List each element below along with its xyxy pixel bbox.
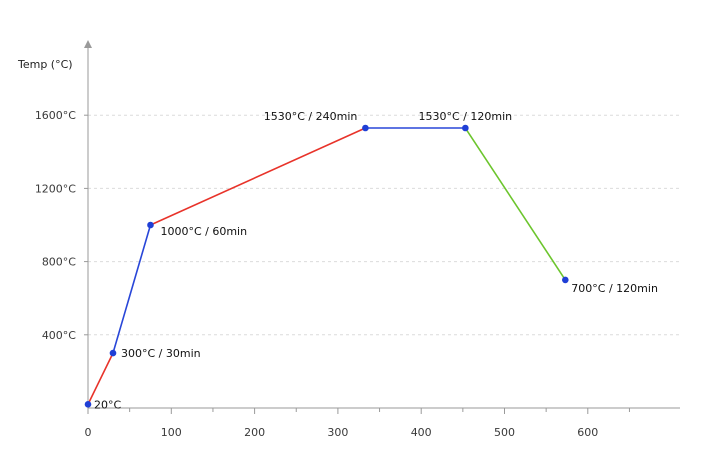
y-tick-label: 800°C bbox=[42, 256, 76, 269]
segment-5 bbox=[464, 127, 566, 281]
x-tick-label: 0 bbox=[85, 426, 92, 439]
y-axis-arrow bbox=[84, 40, 92, 48]
data-point bbox=[147, 221, 154, 229]
tick-labels: 400°C 800°C 1200°C 1600°C 0 100 200 300 400 500 60… bbox=[35, 109, 598, 439]
y-tick-label: 1600°C bbox=[35, 109, 76, 122]
point-label: 300°C / 30min bbox=[121, 347, 201, 360]
x-tick-label: 600 bbox=[577, 426, 598, 439]
point-label: 700°C / 120min bbox=[571, 282, 658, 295]
data-points bbox=[84, 124, 569, 408]
y-tick-label: 1200°C bbox=[35, 182, 76, 195]
data-point bbox=[84, 401, 92, 408]
x-tick-label: 500 bbox=[494, 426, 515, 439]
series-lines bbox=[87, 127, 566, 405]
point-label: 1530°C / 120min bbox=[419, 110, 513, 123]
point-label: 1530°C / 240min bbox=[264, 110, 358, 123]
data-point bbox=[362, 124, 369, 132]
segment-3 bbox=[150, 127, 366, 226]
data-point bbox=[462, 124, 469, 132]
point-label: 20°C bbox=[94, 398, 121, 411]
x-tick-label: 300 bbox=[327, 426, 348, 439]
grid-lines bbox=[88, 114, 680, 336]
y-axis-label: Temp (°C) bbox=[17, 58, 73, 71]
x-tick-label: 100 bbox=[161, 426, 182, 439]
y-tick-label: 400°C bbox=[42, 329, 76, 342]
point-labels: 20°C 300°C / 30min 1000°C / 60min 1530°C / … bbox=[94, 110, 658, 411]
x-tick-label: 400 bbox=[411, 426, 432, 439]
point-label: 1000°C / 60min bbox=[160, 225, 247, 238]
data-point bbox=[109, 349, 117, 357]
data-point bbox=[562, 276, 569, 284]
axes bbox=[84, 40, 680, 414]
x-tick-label: 200 bbox=[244, 426, 265, 439]
segment-2 bbox=[112, 224, 152, 354]
segment-1 bbox=[87, 352, 114, 405]
